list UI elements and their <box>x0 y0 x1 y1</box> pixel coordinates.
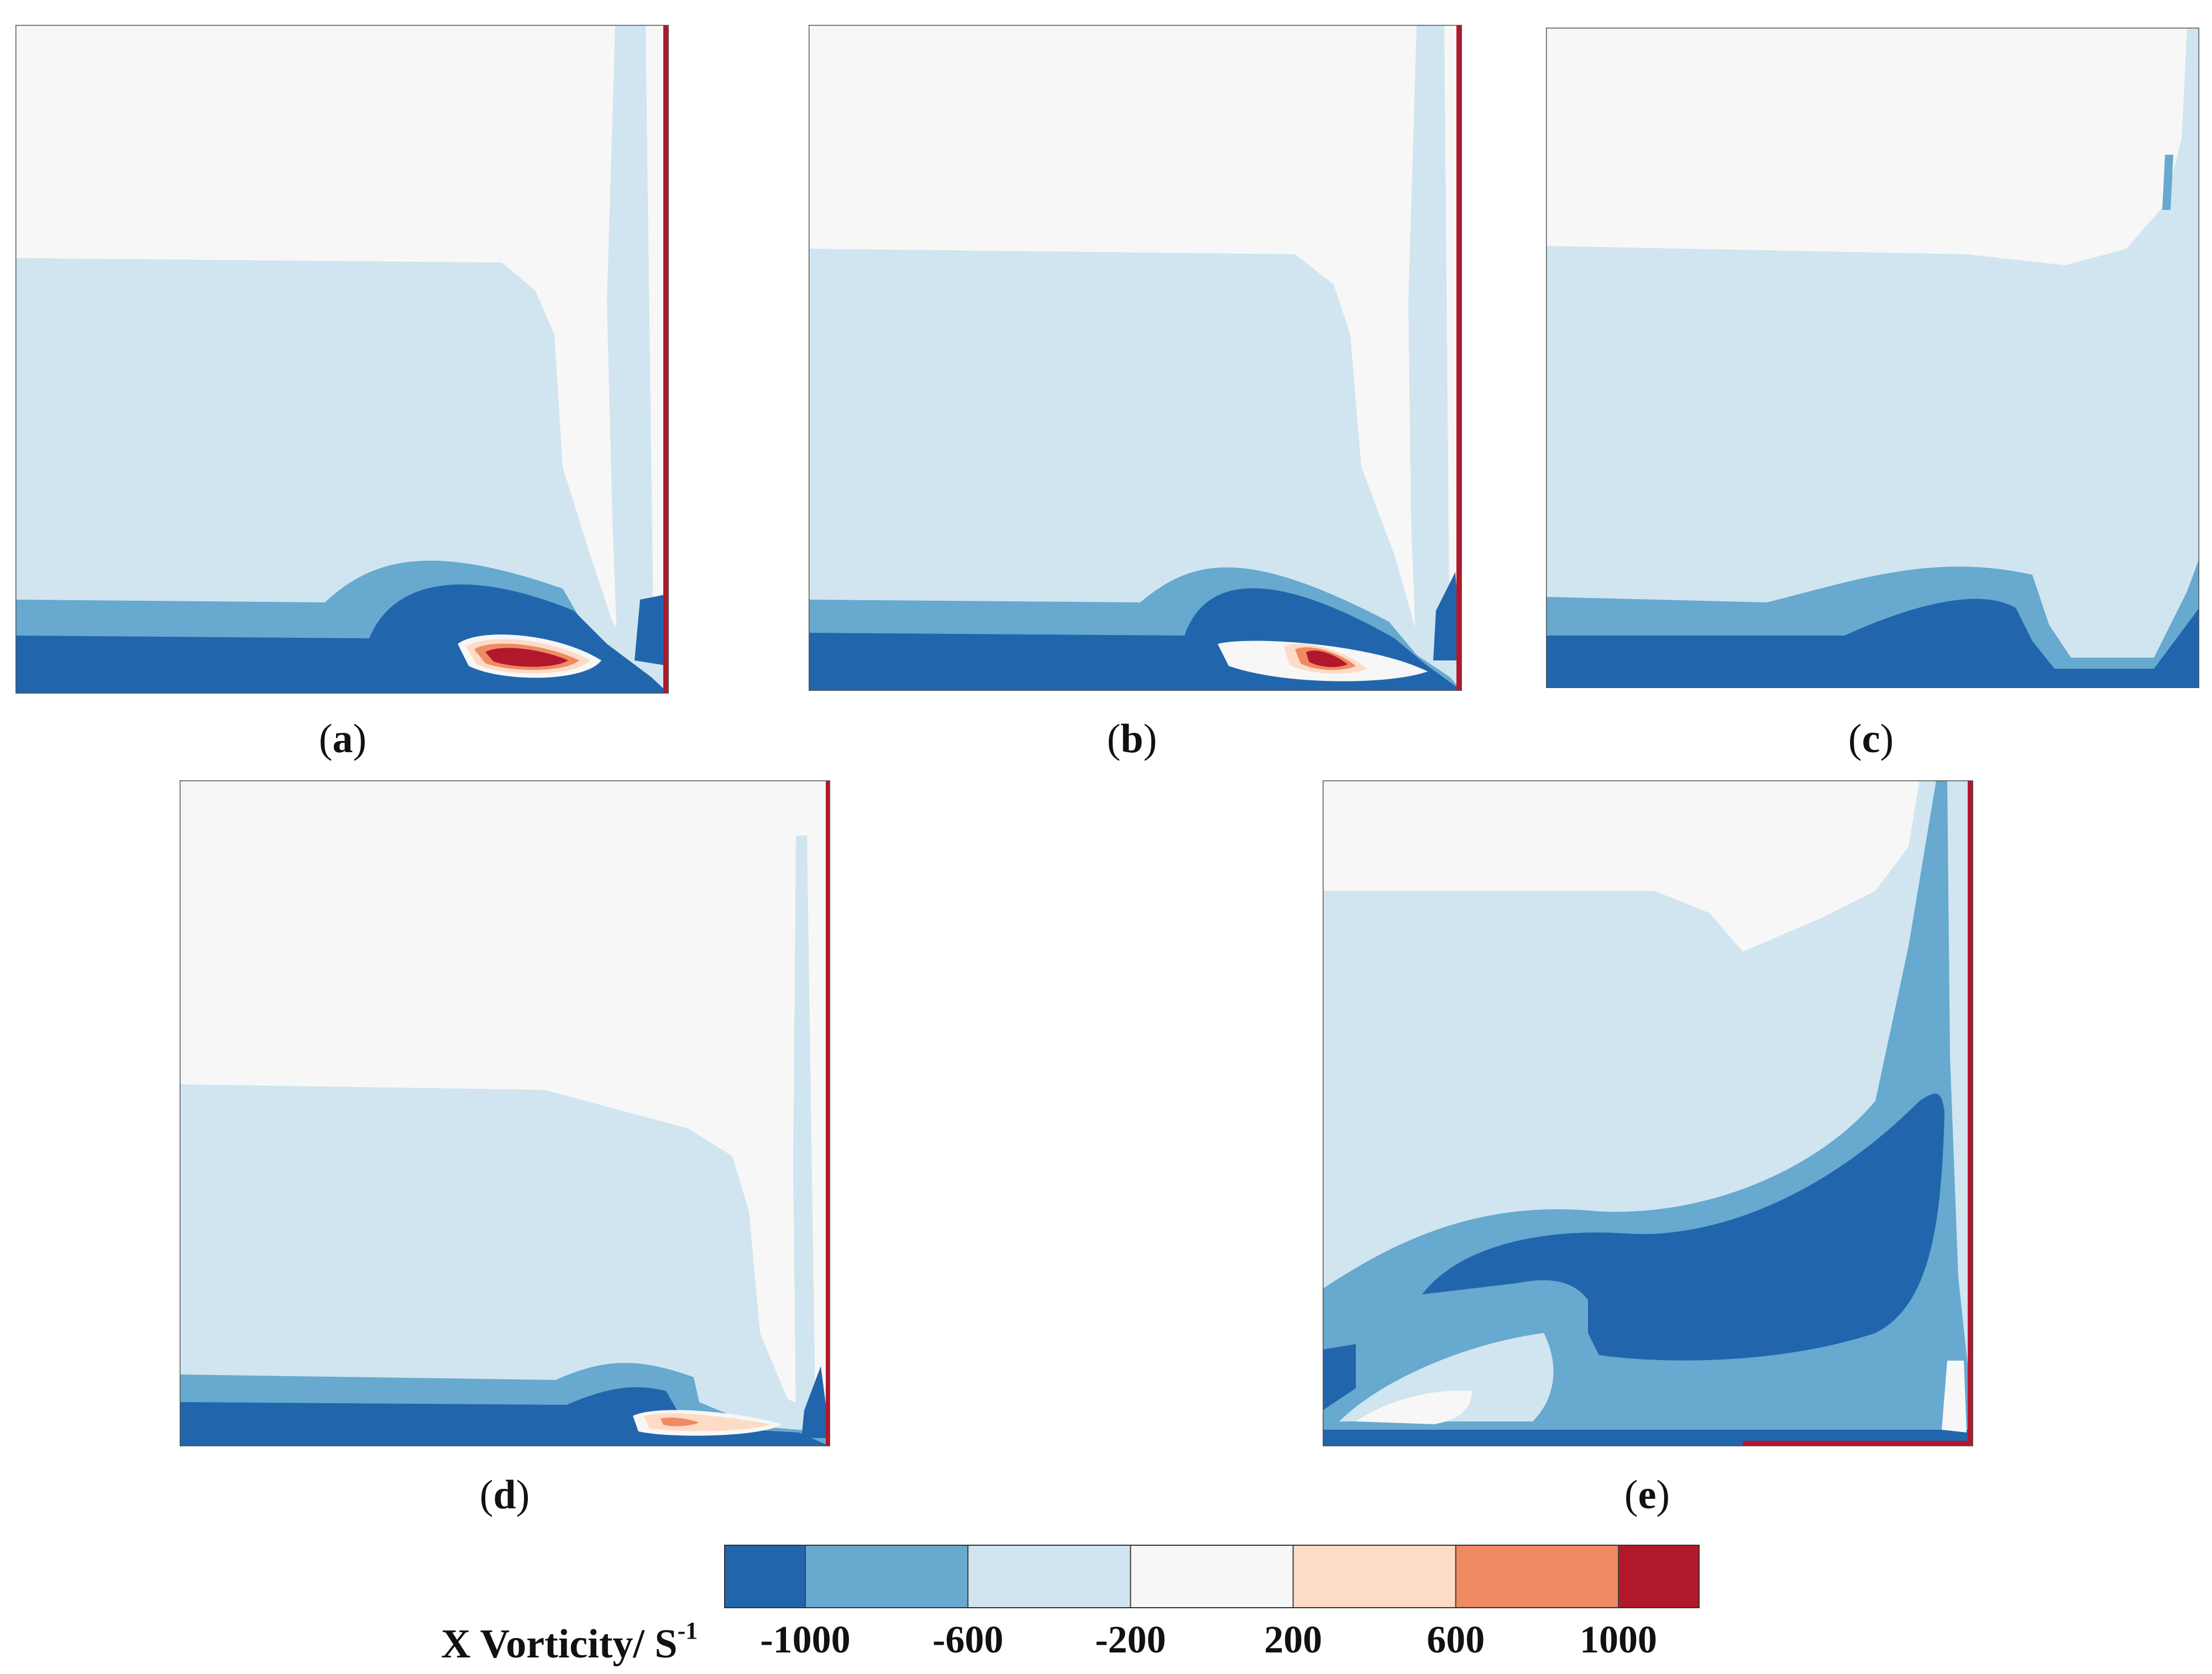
colorbar-swatch <box>967 1545 1131 1608</box>
colorbar-swatch <box>724 1545 806 1608</box>
contour-panel-c <box>1546 28 2199 688</box>
colorbar-tick-label: 200 <box>1264 1619 1323 1661</box>
colorbar-swatch <box>1455 1545 1619 1608</box>
colorbar-tick-label: -200 <box>1095 1619 1166 1661</box>
colorbar-swatch <box>805 1545 969 1608</box>
contour-panel-d <box>180 780 830 1446</box>
panel-caption-b: (b) <box>1107 716 1157 762</box>
contour-panel-b <box>809 25 1462 691</box>
colorbar <box>724 1545 1700 1608</box>
colorbar-tick-label: 1000 <box>1580 1619 1657 1661</box>
panel-caption-c: (c) <box>1848 716 1894 762</box>
contour-panel-e <box>1323 780 1973 1446</box>
colorbar-title: X Vorticity/ S-1 <box>441 1617 698 1667</box>
colorbar-swatch <box>1618 1545 1700 1608</box>
colorbar-tick-label: -600 <box>932 1619 1004 1661</box>
colorbar-tick-label: -1000 <box>760 1619 851 1661</box>
panel-caption-d: (d) <box>479 1472 530 1518</box>
colorbar-tick-label: 600 <box>1427 1619 1485 1661</box>
panel-caption-e: (e) <box>1624 1472 1670 1518</box>
colorbar-swatch <box>1130 1545 1294 1608</box>
contour-panel-a <box>15 25 669 694</box>
colorbar-swatch <box>1292 1545 1456 1608</box>
panel-caption-a: (a) <box>318 716 367 762</box>
